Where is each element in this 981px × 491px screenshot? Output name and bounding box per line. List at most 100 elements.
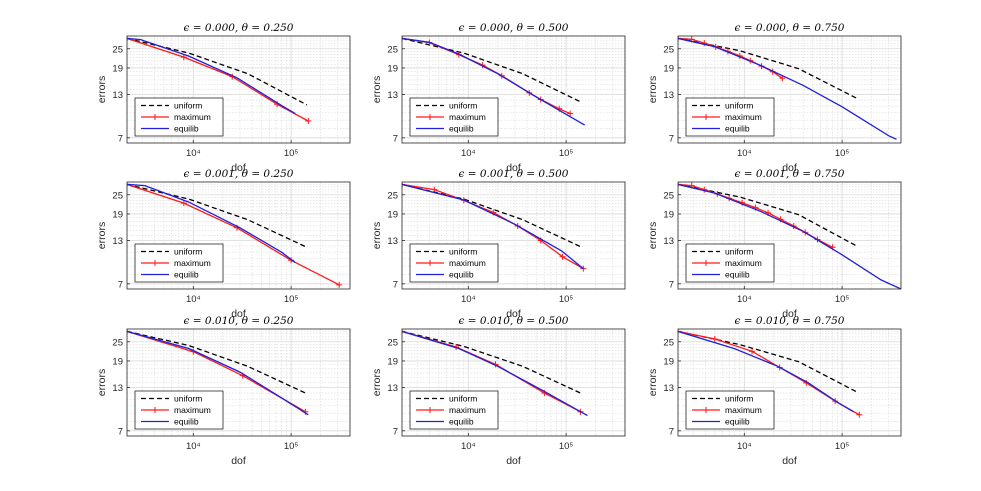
legend-label-equilib: equilib: [174, 124, 199, 134]
series-equilib: [678, 330, 854, 413]
y-tick-label: 25: [112, 337, 123, 348]
x-axis-label: dof: [782, 162, 797, 174]
marker-maximum: [559, 253, 566, 260]
y-tick-label: 7: [393, 279, 398, 290]
x-tick-label: 10⁵: [284, 148, 299, 159]
x-tick-label: 10⁵: [835, 294, 850, 305]
legend-label-equilib: equilib: [174, 270, 199, 280]
x-tick-label: 10⁵: [559, 148, 574, 159]
y-tick-label: 13: [387, 383, 398, 394]
y-tick-label: 19: [112, 356, 123, 367]
series-equilib: [678, 183, 901, 289]
y-tick-label: 25: [387, 337, 398, 348]
x-axis-label: dof: [231, 162, 246, 174]
marker-maximum: [336, 281, 343, 288]
x-tick-label: 10⁴: [186, 148, 201, 159]
series-equilib: [678, 37, 897, 140]
series-equilib: [402, 183, 584, 270]
axes-frame: [401, 35, 626, 144]
y-axis-label: errors: [371, 222, 383, 249]
y-tick-label: 19: [663, 63, 674, 74]
series-equilib: [127, 330, 309, 416]
y-tick-label: 19: [663, 356, 674, 367]
y-tick-label: 7: [393, 133, 398, 144]
subplot-2: 7 13 19 25 10⁴ 10⁵ dof errors ϵ = 0.000, θ = 0.5…: [371, 22, 626, 174]
series-equilib: [402, 37, 586, 126]
y-tick-label: 7: [669, 426, 674, 437]
y-tick-label: 7: [393, 426, 398, 437]
legend-label-uniform: uniform: [174, 247, 202, 257]
legend-label-uniform: uniform: [725, 247, 753, 257]
legend-label-maximum: maximum: [725, 405, 762, 415]
y-axis-label: errors: [371, 76, 383, 103]
x-axis-label: dof: [231, 308, 246, 320]
subplot-title: ϵ = 0.000, θ = 0.250: [184, 22, 294, 34]
legend-label-equilib: equilib: [725, 270, 750, 280]
subplot-title: ϵ = 0.001, θ = 0.750: [735, 168, 845, 180]
axes-frame: [126, 35, 351, 144]
legend-label-uniform: uniform: [449, 101, 477, 111]
subplot-7: 7 13 19 25 10⁴ 10⁵ dof errors ϵ = 0.010, θ = 0.2…: [96, 315, 351, 467]
x-tick-label: 10⁴: [737, 294, 752, 305]
series-equilib: [127, 183, 296, 264]
x-tick-label: 10⁵: [559, 441, 574, 452]
x-tick-label: 10⁵: [559, 294, 574, 305]
subplot-title: ϵ = 0.001, θ = 0.250: [184, 168, 294, 180]
marker-maximum: [711, 336, 718, 343]
series-equilib: [402, 330, 588, 417]
y-tick-label: 13: [663, 236, 674, 247]
axes-frame: [677, 328, 902, 437]
marker-maximum: [431, 186, 438, 193]
subplot-4: 7 13 19 25 10⁴ 10⁵ dof errors ϵ = 0.001, θ = 0.2…: [96, 168, 351, 320]
legend-label-maximum: maximum: [174, 258, 211, 268]
x-axis-label: dof: [231, 455, 246, 467]
legend-label-maximum: maximum: [174, 405, 211, 415]
y-tick-label: 19: [387, 63, 398, 74]
y-tick-label: 13: [387, 236, 398, 247]
y-tick-label: 7: [118, 133, 123, 144]
y-axis-label: errors: [96, 76, 108, 103]
y-axis-label: errors: [96, 222, 108, 249]
y-tick-label: 25: [387, 190, 398, 201]
marker-maximum: [180, 200, 187, 207]
y-tick-label: 19: [663, 209, 674, 220]
axes-frame: [401, 181, 626, 290]
series-equilib: [127, 37, 296, 115]
x-tick-label: 10⁴: [737, 148, 752, 159]
marker-maximum: [305, 118, 312, 125]
x-tick-label: 10⁵: [835, 148, 850, 159]
y-tick-label: 13: [112, 236, 123, 247]
legend-label-equilib: equilib: [449, 270, 474, 280]
y-axis-label: errors: [96, 369, 108, 396]
x-tick-label: 10⁴: [737, 441, 752, 452]
subplot-6: 7 13 19 25 10⁴ 10⁵ dof errors ϵ = 0.001, θ = 0.7…: [647, 168, 902, 320]
y-tick-label: 13: [112, 383, 123, 394]
y-tick-label: 25: [663, 190, 674, 201]
marker-maximum: [856, 411, 863, 418]
grid: [402, 181, 626, 289]
y-axis-label: errors: [371, 369, 383, 396]
legend-label-equilib: equilib: [725, 124, 750, 134]
y-tick-label: 7: [669, 133, 674, 144]
y-tick-label: 13: [387, 90, 398, 101]
subplot-3: 7 13 19 25 10⁴ 10⁵ dof errors ϵ = 0.000, θ = 0.7…: [647, 22, 902, 174]
y-tick-label: 7: [669, 279, 674, 290]
legend-label-equilib: equilib: [449, 124, 474, 134]
axes-frame: [126, 181, 351, 290]
legend-label-equilib: equilib: [174, 417, 199, 427]
axes-frame: [126, 328, 351, 437]
legend-label-equilib: equilib: [449, 417, 474, 427]
x-tick-label: 10⁴: [461, 148, 476, 159]
y-tick-label: 19: [112, 63, 123, 74]
y-tick-label: 25: [112, 190, 123, 201]
x-tick-label: 10⁴: [186, 441, 201, 452]
subplot-8: 7 13 19 25 10⁴ 10⁵ dof errors ϵ = 0.010, θ = 0.5…: [371, 315, 626, 467]
legend-label-uniform: uniform: [449, 247, 477, 257]
legend-label-uniform: uniform: [725, 394, 753, 404]
y-tick-label: 19: [387, 209, 398, 220]
